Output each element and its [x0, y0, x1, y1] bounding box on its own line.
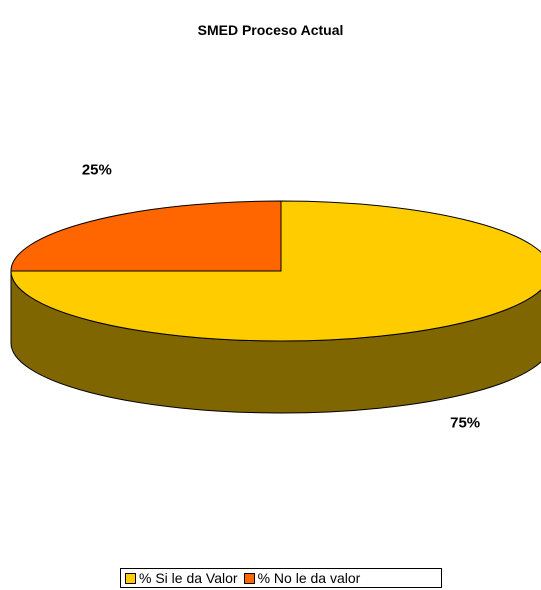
chart-legend: % Si le da Valor % No le da valor — [120, 568, 442, 588]
legend-swatch-si-valor — [125, 572, 136, 584]
legend-item-si-valor: % Si le da Valor — [125, 570, 238, 586]
chart-title: SMED Proceso Actual — [197, 22, 344, 38]
legend-item-no-valor: % No le da valor — [243, 570, 361, 586]
data-label-no-valor: 25% — [82, 161, 112, 178]
data-label-si-valor: 75% — [450, 415, 480, 432]
legend-label-no-valor: % No le da valor — [257, 570, 361, 586]
legend-label-si-valor: % Si le da Valor — [139, 570, 238, 586]
pie-slice-no-valor — [10, 200, 282, 272]
legend-swatch-no-valor — [243, 572, 255, 584]
